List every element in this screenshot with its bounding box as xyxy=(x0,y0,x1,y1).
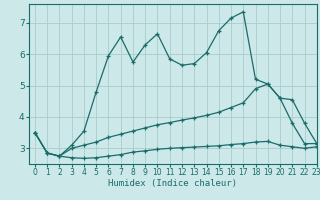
X-axis label: Humidex (Indice chaleur): Humidex (Indice chaleur) xyxy=(108,179,237,188)
